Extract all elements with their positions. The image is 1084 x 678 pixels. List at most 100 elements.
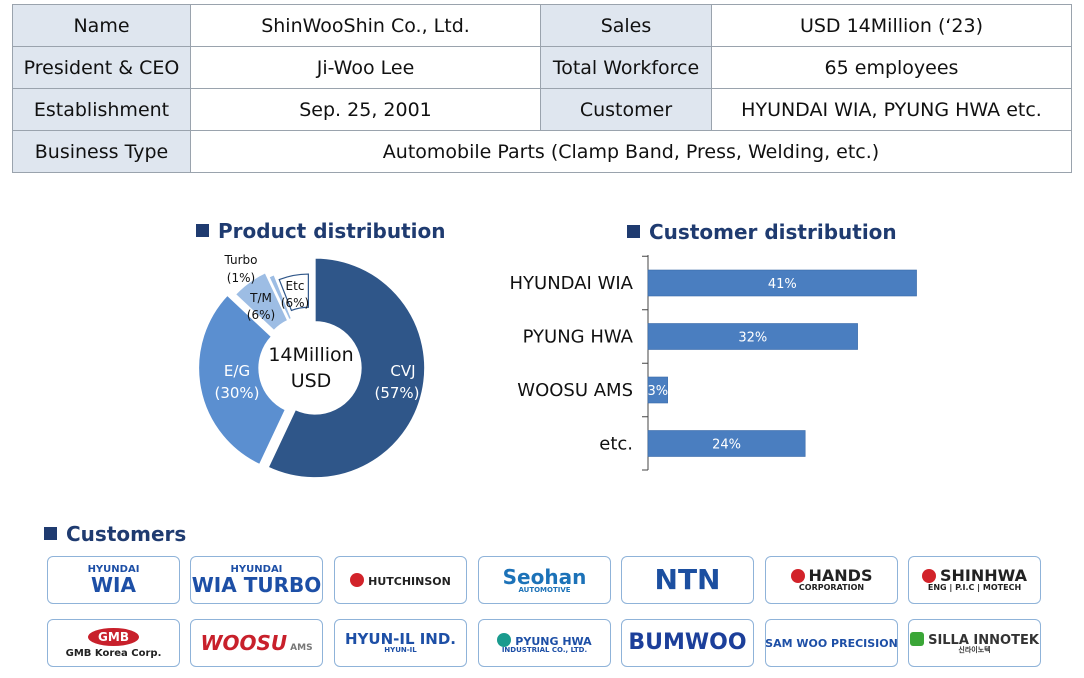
slice-name-e-g: E/G: [224, 362, 250, 380]
logo-ntn: NTN: [621, 556, 754, 604]
bar: [647, 269, 917, 297]
logo-pyung-hwa: PYUNG HWA INDUSTRIAL CO., LTD.: [478, 619, 611, 667]
category-label: etc.: [599, 434, 633, 455]
product-distribution-title: Product distribution: [196, 219, 446, 243]
logo-woosu: WOOSU AMS: [190, 619, 323, 667]
logo-text: SAM WOO PRECISION: [765, 636, 898, 650]
business-type-label: Business Type: [12, 130, 191, 173]
bar-value-label: 24%: [712, 438, 741, 453]
business-type-value: Automobile Parts (Clamp Band, Press, Wel…: [190, 130, 1072, 173]
logo-hyun-il: HYUN-IL IND. HYUN-IL: [334, 619, 467, 667]
logo-hutchinson: HUTCHINSON: [334, 556, 467, 604]
logo-text: HYUN-IL IND.: [344, 630, 457, 648]
logo-text: 신라이노텍: [958, 646, 991, 654]
sales-label: Sales: [540, 4, 712, 47]
donut-slice-t-m: [234, 271, 289, 332]
slice-name-t-m: T/M: [249, 291, 272, 305]
logo-text: GMB: [88, 627, 139, 646]
logo-text: CORPORATION: [798, 583, 865, 592]
logo-text: NTN: [654, 563, 721, 596]
slice-value-turbo: (1%): [227, 271, 255, 285]
logo-text: WOOSU: [200, 631, 288, 655]
bar: [647, 430, 806, 457]
logo-text: SHINHWA: [922, 568, 1027, 584]
logo-text: HANDS: [790, 568, 872, 584]
logo-text: Seohan: [502, 564, 587, 589]
donut-slice-etc: [278, 273, 309, 312]
table-row: Business Type Automobile Parts (Clamp Ba…: [12, 130, 1072, 173]
bar-value-label: 3%: [648, 384, 669, 399]
customer-value: HYUNDAI WIA, PYUNG HWA etc.: [711, 88, 1072, 131]
name-value: ShinWooShin Co., Ltd.: [190, 4, 541, 47]
slice-name-cvj: CVJ: [390, 362, 415, 380]
logo-silla: SILLA INNOTEK 신라이노텍: [908, 619, 1041, 667]
table-row: President & CEO Ji-Woo Lee Total Workfor…: [12, 46, 1072, 89]
donut-center-label: USD: [291, 370, 332, 392]
bar-value-label: 41%: [768, 277, 797, 292]
logo-text: GMB Korea Corp.: [65, 647, 162, 659]
logo-bumwoo: BUMWOO: [621, 619, 754, 667]
logo-text: INDUSTRIAL CO., LTD.: [501, 645, 588, 654]
sales-value: USD 14Million (‘23): [711, 4, 1072, 47]
slice-value-cvj: (57%): [374, 384, 419, 402]
logo-text: WIA: [91, 573, 136, 597]
workforce-label: Total Workforce: [540, 46, 712, 89]
slice-name-etc: Etc: [286, 279, 305, 293]
logo-mark-icon: [922, 569, 937, 583]
bar-value-label: 32%: [738, 331, 767, 346]
customer-distribution-title: Customer distribution: [627, 220, 897, 244]
category-label: WOOSU AMS: [517, 380, 633, 401]
square-bullet-icon: [44, 527, 57, 540]
establishment-label: Establishment: [12, 88, 191, 131]
logo-text: WIA TURBO: [191, 573, 322, 597]
logo-shinhwa: SHINHWA ENG | P.I.C | MOTECH: [908, 556, 1041, 604]
logo-sam-woo: SAM WOO PRECISION: [765, 619, 898, 667]
slice-value-t-m: (6%): [247, 308, 275, 322]
customers-title-text: Customers: [66, 522, 187, 546]
slice-value-etc: (6%): [281, 296, 309, 310]
president-label: President & CEO: [12, 46, 191, 89]
name-label: Name: [12, 4, 191, 47]
workforce-value: 65 employees: [711, 46, 1072, 89]
logo-mark-icon: [350, 573, 365, 587]
donut-slice-turbo: [267, 273, 293, 321]
table-row: Establishment Sep. 25, 2001 Customer HYU…: [12, 88, 1072, 131]
logo-text: HYUN-IL: [384, 646, 417, 654]
donut-slice-cvj: [267, 257, 426, 479]
logo-mark-icon: [790, 569, 805, 583]
square-bullet-icon: [196, 224, 209, 237]
donut-slice-e-g: [197, 294, 287, 466]
table-row: Name ShinWooShin Co., Ltd. Sales USD 14M…: [12, 4, 1072, 47]
logo-text: SILLA INNOTEK: [910, 632, 1039, 647]
logo-hyundai-wia: HYUNDAI WIA: [47, 556, 180, 604]
customer-distribution-bar-chart: HYUNDAI WIA 41% PYUNG HWA 32% WOOSU AMS 3% etc…: [510, 255, 917, 471]
logo-text: HYUNDAI: [87, 564, 140, 575]
logo-text: HUTCHINSON: [350, 573, 451, 587]
logo-text: PYUNG HWA: [497, 632, 592, 647]
company-info-table: Name ShinWooShin Co., Ltd. Sales USD 14M…: [12, 4, 1072, 173]
logo-seohan: Seohan AUTOMOTIVE: [478, 556, 611, 604]
establishment-value: Sep. 25, 2001: [190, 88, 541, 131]
logo-mark-icon: [910, 632, 925, 646]
slice-value-e-g: (30%): [214, 384, 259, 402]
category-label: HYUNDAI WIA: [510, 273, 634, 294]
square-bullet-icon: [627, 225, 640, 238]
logo-hyundai-wia-turbo: HYUNDAI WIA TURBO: [190, 556, 323, 604]
logo-hands: HANDS CORPORATION: [765, 556, 898, 604]
donut-center-label: 14Million: [268, 344, 353, 366]
logo-text: ENG | P.I.C | MOTECH: [927, 583, 1022, 592]
customers-title: Customers: [44, 522, 186, 546]
bar: [647, 323, 858, 350]
logo-text: AUTOMOTIVE: [518, 585, 571, 594]
category-label: PYUNG HWA: [523, 327, 634, 348]
logo-text: AMS: [290, 643, 313, 653]
bar: [647, 376, 668, 404]
slice-name-turbo: Turbo: [223, 253, 257, 267]
logo-mark-icon: [497, 632, 512, 647]
logo-text: HYUNDAI: [230, 564, 283, 575]
customer-label: Customer: [540, 88, 712, 131]
logo-text: BUMWOO: [628, 630, 747, 655]
product-title-text: Product distribution: [218, 219, 446, 243]
logo-gmb: GMB GMB Korea Corp.: [47, 619, 180, 667]
president-value: Ji-Woo Lee: [190, 46, 541, 89]
